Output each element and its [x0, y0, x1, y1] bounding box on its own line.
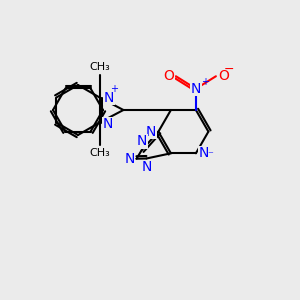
Text: O: O [163, 69, 174, 83]
Text: N: N [104, 91, 114, 104]
Text: N: N [136, 134, 147, 148]
Text: CH₃: CH₃ [89, 148, 110, 158]
Text: N: N [124, 152, 134, 166]
Text: N: N [103, 118, 113, 131]
Text: ⁻: ⁻ [207, 150, 213, 160]
Text: +: + [201, 77, 209, 87]
Text: O: O [218, 69, 229, 83]
Text: N: N [191, 82, 201, 96]
Text: N: N [199, 146, 209, 160]
Text: −: − [224, 63, 234, 76]
Text: +: + [110, 83, 118, 94]
Text: N: N [146, 125, 156, 139]
Text: N: N [141, 160, 152, 175]
Text: CH₃: CH₃ [89, 62, 110, 72]
